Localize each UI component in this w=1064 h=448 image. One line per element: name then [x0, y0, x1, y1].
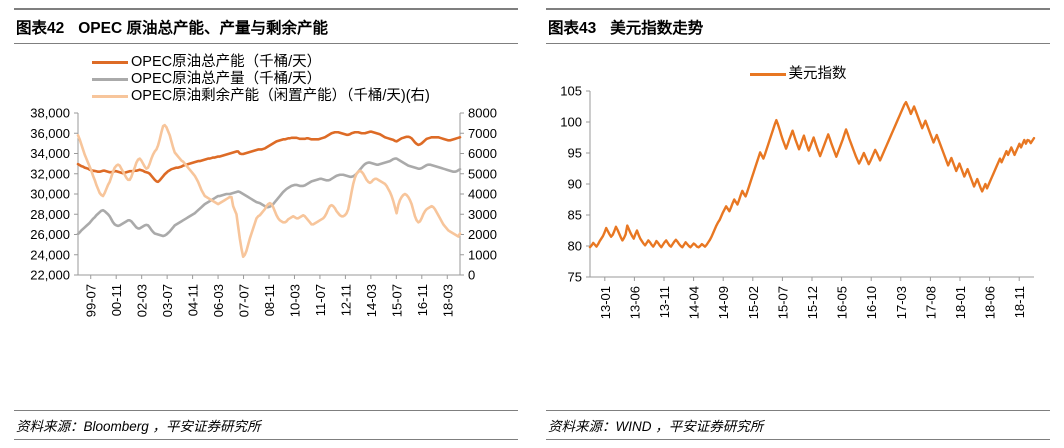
svg-text:95: 95 [568, 146, 582, 161]
figure-43-legend: 美元指数 [546, 66, 1050, 83]
svg-text:7000: 7000 [468, 126, 497, 141]
figure-43-footer: 资料来源：WIND ，平安证券研究所 [546, 410, 1050, 440]
svg-text:85: 85 [568, 208, 582, 223]
figure-43-title-line: 图表43 美元指数走势 [548, 16, 1048, 38]
svg-text:14-03: 14-03 [364, 284, 379, 317]
legend-item: OPEC原油总产量（千桶/天） [92, 71, 321, 88]
figure-42-chart: 22,000 24,000 26,000 28,000 30,000 32,000 34,0… [14, 105, 518, 410]
legend-item: OPEC原油剩余产能（闲置产能）（千桶/天)(右) [92, 88, 430, 105]
svg-text:15-07: 15-07 [389, 284, 404, 317]
svg-text:36,000: 36,000 [30, 126, 70, 141]
svg-text:08-11: 08-11 [262, 284, 277, 316]
svg-text:32,000: 32,000 [30, 167, 70, 182]
svg-text:04-11: 04-11 [186, 284, 201, 316]
figure-43-number: 图表43 [548, 20, 597, 37]
svg-text:14-04: 14-04 [687, 286, 702, 319]
svg-text:18-11: 18-11 [1012, 286, 1027, 318]
legend-item: OPEC原油总产能（千桶/天） [92, 54, 321, 71]
usd-index-plot: 75 80 85 90 95 100 105 13-01 13-06 13-11 14-04 14-0… [560, 84, 1036, 319]
svg-text:18-03: 18-03 [440, 284, 455, 317]
legend-item: 美元指数 [749, 66, 847, 83]
legend-item-label: 美元指数 [788, 66, 847, 82]
legend-item-label: OPEC原油剩余产能（闲置产能）（千桶/天)(右) [131, 88, 430, 105]
svg-text:02-03: 02-03 [135, 284, 150, 317]
svg-text:6000: 6000 [468, 146, 497, 161]
figure-43-chart: 75 80 85 90 95 100 105 13-01 13-06 13-11 14-04 14-0… [546, 83, 1050, 410]
legend-line-icon [749, 72, 786, 77]
svg-text:07-07: 07-07 [237, 284, 252, 317]
svg-text:13-01: 13-01 [598, 286, 613, 319]
figure-42-number: 图表42 [16, 20, 65, 37]
svg-text:16-11: 16-11 [415, 284, 430, 316]
figure-43-panel: 图表43 美元指数走势 美元指数 75 80 85 90 95 100 105 13-01 13… [532, 0, 1064, 448]
svg-text:80: 80 [568, 239, 582, 254]
figure-42-footer: 资料来源：Bloomberg ，平安证券研究所 [14, 410, 518, 440]
svg-text:100: 100 [560, 115, 582, 130]
svg-text:03-07: 03-07 [160, 284, 175, 317]
svg-text:75: 75 [568, 270, 582, 285]
svg-text:14-09: 14-09 [716, 286, 731, 319]
opec-capacity-plot: 22,000 24,000 26,000 28,000 30,000 32,000 34,0… [30, 106, 497, 318]
legend-item-label: OPEC原油总产能（千桶/天） [131, 54, 322, 70]
svg-text:0: 0 [468, 268, 475, 283]
svg-text:8000: 8000 [468, 106, 497, 121]
svg-text:2000: 2000 [468, 227, 497, 242]
figure-42-panel: 图表42 OPEC 原油总产能、产量与剩余产能 OPEC原油总产能（千桶/天） … [14, 8, 518, 440]
svg-text:5000: 5000 [468, 167, 497, 182]
figure-43-title: 美元指数走势 [610, 20, 704, 37]
svg-text:15-07: 15-07 [775, 286, 790, 319]
svg-text:11-07: 11-07 [313, 284, 328, 316]
svg-text:17-03: 17-03 [894, 286, 909, 319]
figure-42-source: 资料来源：Bloomberg ，平安证券研究所 [16, 419, 261, 434]
svg-text:105: 105 [560, 84, 582, 99]
legend-line-icon [92, 78, 128, 82]
legend-line-icon [92, 60, 128, 65]
svg-text:06-03: 06-03 [211, 284, 226, 317]
svg-text:13-06: 13-06 [627, 286, 642, 319]
svg-text:18-01: 18-01 [953, 286, 968, 319]
legend-item-label: OPEC原油总产量（千桶/天） [131, 71, 322, 88]
svg-text:99-07: 99-07 [84, 284, 99, 317]
svg-text:30,000: 30,000 [30, 187, 70, 202]
svg-text:24,000: 24,000 [30, 248, 70, 263]
svg-text:17-08: 17-08 [923, 286, 938, 319]
svg-text:18-06: 18-06 [983, 286, 998, 319]
svg-text:15-02: 15-02 [746, 286, 761, 319]
svg-text:13-11: 13-11 [657, 286, 672, 318]
figure-42-title: OPEC 原油总产能、产量与剩余产能 [78, 20, 328, 37]
svg-text:1000: 1000 [468, 248, 497, 263]
svg-text:15-12: 15-12 [805, 286, 820, 319]
svg-text:16-10: 16-10 [864, 286, 879, 319]
figure-42-header: 图表42 OPEC 原油总产能、产量与剩余产能 [14, 8, 518, 44]
legend-line-icon [92, 95, 128, 99]
svg-text:4000: 4000 [468, 187, 497, 202]
figure-43-header: 图表43 美元指数走势 [546, 8, 1050, 44]
svg-text:12-11: 12-11 [338, 284, 353, 316]
svg-text:10-03: 10-03 [287, 284, 302, 317]
svg-text:28,000: 28,000 [30, 207, 70, 222]
figure-42-title-line: 图表42 OPEC 原油总产能、产量与剩余产能 [16, 16, 516, 38]
svg-text:34,000: 34,000 [30, 146, 70, 161]
svg-text:26,000: 26,000 [30, 227, 70, 242]
svg-text:00-11: 00-11 [109, 284, 124, 316]
svg-text:22,000: 22,000 [30, 268, 70, 283]
svg-text:38,000: 38,000 [30, 106, 70, 121]
svg-text:16-05: 16-05 [835, 286, 850, 319]
figure-42-legend: OPEC原油总产能（千桶/天） OPEC原油总产量（千桶/天） OPEC原油剩余… [14, 54, 518, 105]
svg-text:90: 90 [568, 177, 582, 192]
figure-43-source: 资料来源：WIND ，平安证券研究所 [548, 419, 764, 434]
svg-text:3000: 3000 [468, 207, 497, 222]
